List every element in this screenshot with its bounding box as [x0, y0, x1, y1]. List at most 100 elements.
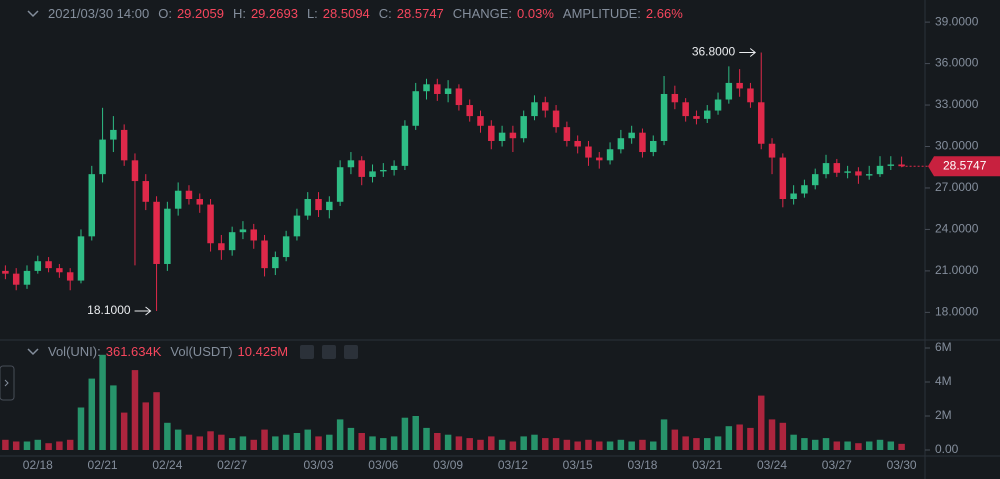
last-price-tag: [928, 156, 1000, 177]
x-tick-label: 03/30: [887, 458, 917, 472]
candle-body: [779, 157, 787, 200]
x-tick-label: 03/12: [498, 458, 528, 472]
candle-body: [77, 236, 85, 281]
candle-body: [185, 190, 193, 200]
volume-bar: [552, 438, 560, 450]
volume-bar: [790, 434, 797, 450]
candle-body: [142, 181, 150, 202]
candle-body: [34, 261, 42, 271]
x-tick-label: 03/27: [822, 458, 852, 472]
x-tick-label: 02/21: [88, 458, 118, 472]
candle-body: [757, 102, 765, 144]
volume-bar: [563, 439, 571, 450]
candle-body: [466, 105, 473, 117]
field-label: Vol(UNI):: [48, 344, 101, 359]
volume-bar: [401, 417, 409, 450]
x-tick-label: 03/24: [757, 458, 787, 472]
volume-bar: [110, 385, 117, 450]
y-tick-label: 39.0000: [935, 14, 979, 28]
volume-bar: [606, 441, 614, 450]
volume-bar: [131, 370, 139, 450]
volume-bar: [844, 441, 851, 450]
field-label: AMPLITUDE:: [562, 6, 641, 21]
candle-body: [196, 199, 203, 205]
x-tick-label: 03/15: [563, 458, 593, 472]
candle-body: [747, 88, 754, 103]
volume-bar: [315, 436, 322, 450]
volume-bar: [693, 438, 700, 450]
volume-bar: [56, 441, 63, 450]
volume-bar: [833, 441, 841, 450]
field-value: 0.03%: [517, 6, 554, 21]
candle-body: [542, 102, 549, 111]
volume-tick-label: 0.00: [935, 442, 959, 456]
candle-body: [164, 208, 171, 264]
volume-bar: [736, 424, 743, 450]
candle-body: [865, 174, 873, 176]
volume-bar: [801, 438, 808, 450]
volume-bar: [77, 407, 85, 450]
volume-bar: [99, 354, 106, 450]
volume-bar: [855, 443, 862, 450]
volume-bar: [369, 436, 376, 450]
field-label: C:: [378, 6, 392, 21]
candle-body: [261, 240, 268, 269]
volume-bar: [714, 436, 722, 450]
candle-body: [682, 102, 689, 117]
eye-button[interactable]: [300, 344, 315, 359]
ohlc-header: 2021/03/30 14:00 O: 29.2059 H: 29.2693 L: 28.…: [48, 6, 687, 21]
volume-bar: [887, 441, 895, 450]
candle-body: [153, 201, 160, 264]
candle-body: [390, 165, 398, 170]
candle-body: [563, 127, 571, 141]
candle-body: [110, 129, 117, 140]
volume-bar: [747, 427, 754, 450]
candle-body: [855, 171, 862, 176]
candle-body: [455, 88, 463, 106]
volume-bar: [304, 429, 311, 450]
last-price-label: 28.5747: [943, 158, 987, 172]
volume-bar: [768, 419, 776, 450]
x-tick-label: 03/06: [368, 458, 398, 472]
field-value: 28.5094: [322, 6, 370, 21]
y-tick-label: 36.0000: [935, 56, 979, 70]
volume-bar: [596, 441, 603, 450]
side-toggle[interactable]: [0, 365, 15, 401]
candle-body: [606, 149, 614, 161]
volume-bar: [811, 439, 819, 450]
candle-body: [358, 160, 365, 177]
volume-bar: [2, 439, 9, 450]
volume-bar: [466, 438, 473, 450]
candle-body: [498, 132, 506, 141]
candle-body: [628, 132, 635, 139]
candle-body: [876, 165, 884, 175]
candle-body: [347, 160, 355, 168]
candle-body: [639, 132, 646, 153]
volume-bar: [347, 427, 355, 450]
candle-body: [326, 201, 333, 211]
y-tick-label: 24.0000: [935, 222, 979, 236]
candle-body: [811, 174, 819, 186]
close-button[interactable]: [344, 344, 359, 359]
collapse-icon[interactable]: [27, 348, 39, 356]
volume-bar: [498, 439, 506, 450]
candle-body: [693, 116, 700, 119]
candle-body: [12, 273, 20, 285]
candle-body: [315, 199, 322, 211]
volume-bar: [218, 434, 225, 450]
volume-bar: [153, 392, 160, 450]
volume-bar: [142, 402, 150, 450]
collapse-icon[interactable]: [27, 10, 39, 18]
candle-body: [574, 140, 581, 147]
volume-tick-label: 4M: [935, 374, 952, 388]
candle-body: [23, 270, 31, 285]
field-value: 29.2693: [250, 6, 298, 21]
candle-body: [174, 190, 182, 209]
candle-body: [801, 185, 808, 194]
x-tick-label: 02/18: [23, 458, 53, 472]
volume-tick-label: 2M: [935, 408, 952, 422]
candle-body: [768, 143, 776, 158]
volume-tick-label: 6M: [935, 340, 952, 354]
settings-button[interactable]: [322, 344, 337, 359]
volume-bar: [293, 433, 301, 450]
